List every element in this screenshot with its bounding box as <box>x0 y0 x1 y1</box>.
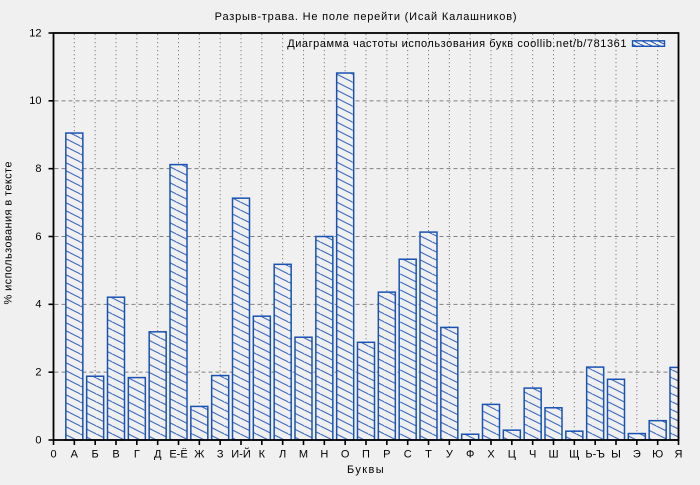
svg-text:6: 6 <box>35 231 41 243</box>
svg-text:4: 4 <box>35 299 41 311</box>
svg-text:Ж: Ж <box>194 449 204 461</box>
svg-text:П: П <box>362 449 370 461</box>
svg-text:% использования в тексте: % использования в тексте <box>3 161 15 304</box>
svg-text:Ы: Ы <box>611 449 621 461</box>
svg-text:Е-Ё: Е-Ё <box>169 449 187 461</box>
svg-text:Разрыв-трава. Не поле перейти: Разрыв-трава. Не поле перейти (Исай Кала… <box>215 11 518 23</box>
svg-text:Буквы: Буквы <box>347 464 385 476</box>
svg-text:И-Й: И-Й <box>231 448 250 461</box>
svg-text:У: У <box>446 449 454 461</box>
svg-text:Ч: Ч <box>529 449 536 461</box>
svg-text:М: М <box>299 449 308 461</box>
svg-text:В: В <box>112 449 119 461</box>
svg-text:Ф: Ф <box>466 449 474 461</box>
svg-text:Ю: Ю <box>652 449 663 461</box>
svg-text:Диаграмма частоты использовани: Диаграмма частоты использования букв coo… <box>287 38 627 50</box>
svg-text:0: 0 <box>50 449 56 461</box>
svg-text:Ш: Ш <box>548 449 558 461</box>
svg-text:2: 2 <box>35 366 41 378</box>
svg-text:Л: Л <box>279 449 286 461</box>
svg-text:С: С <box>404 449 412 461</box>
svg-text:Т: Т <box>425 449 432 461</box>
svg-text:К: К <box>259 449 266 461</box>
svg-text:Р: Р <box>383 449 390 461</box>
svg-text:Х: Х <box>487 449 495 461</box>
svg-text:0: 0 <box>35 434 41 446</box>
svg-text:Я: Я <box>675 449 683 461</box>
svg-text:Щ: Щ <box>569 449 579 461</box>
svg-text:Ь-Ъ: Ь-Ъ <box>585 449 605 461</box>
svg-text:О: О <box>341 449 350 461</box>
svg-text:10: 10 <box>29 95 41 107</box>
svg-text:Ц: Ц <box>508 449 516 461</box>
svg-text:12: 12 <box>29 27 41 39</box>
svg-text:Г: Г <box>134 449 140 461</box>
svg-text:Б: Б <box>92 449 99 461</box>
svg-text:Н: Н <box>320 449 328 461</box>
svg-text:А: А <box>71 449 79 461</box>
svg-text:З: З <box>217 449 224 461</box>
svg-text:Э: Э <box>633 449 641 461</box>
svg-text:8: 8 <box>35 163 41 175</box>
svg-text:Д: Д <box>154 449 162 461</box>
